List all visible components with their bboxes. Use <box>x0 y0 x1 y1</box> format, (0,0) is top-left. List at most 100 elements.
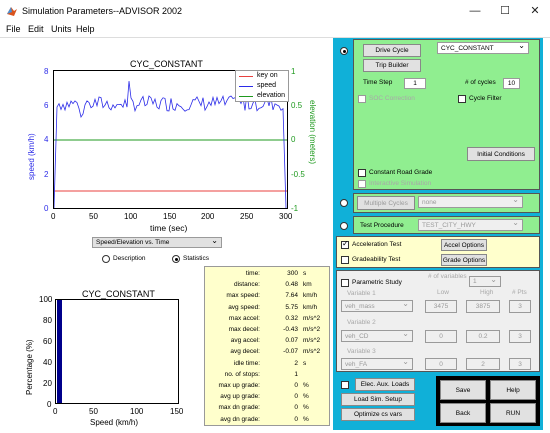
stat-value: 0 <box>294 404 298 412</box>
description-radio[interactable] <box>102 255 110 263</box>
ytick-right: -1 <box>291 204 299 213</box>
drive-cycle-select[interactable]: CYC_CONSTANT <box>437 41 529 54</box>
cycle-filter-checkbox[interactable] <box>458 95 466 103</box>
close-button[interactable]: ✕ <box>530 5 540 17</box>
back-button[interactable]: Back <box>440 403 486 423</box>
interactive-simulation-checkbox[interactable] <box>358 180 366 188</box>
tests-box <box>336 236 540 268</box>
xtick: 200 <box>201 212 215 221</box>
variable-2-low[interactable]: 0 <box>425 330 457 343</box>
accel-options-button[interactable]: Accel Options <box>441 239 487 251</box>
xtick: 150 <box>163 212 177 221</box>
acceleration-test-checkbox[interactable]: ✓ <box>341 239 349 249</box>
legend-elevation: elevation <box>257 92 286 99</box>
variable-3-low[interactable]: 0 <box>425 358 457 370</box>
speed-histogram <box>55 299 179 404</box>
load-sim-setup-button[interactable]: Load Sim. Setup <box>341 393 415 406</box>
stat-value: 0.48 <box>285 281 298 289</box>
ylabel-left: speed (km/h) <box>27 133 36 180</box>
num-cycles-label: # of cycles <box>465 79 496 86</box>
elec-aux-loads-checkbox[interactable] <box>341 381 349 389</box>
grade-options-button[interactable]: Grade Options <box>441 254 487 266</box>
multiple-cycles-button[interactable]: Multiple Cycles <box>357 196 415 210</box>
stat-unit: s <box>303 270 307 277</box>
gradeability-test-checkbox[interactable] <box>341 256 349 264</box>
menu-help[interactable]: Help <box>76 24 95 34</box>
stat-value: 0 <box>294 393 298 401</box>
ytick-right: 1 <box>291 67 296 76</box>
initial-conditions-button[interactable]: Initial Conditions <box>467 147 535 161</box>
num-cycles-input[interactable]: 10 <box>503 78 520 89</box>
elec-aux-loads-button[interactable]: Elec. Aux. Loads <box>355 378 415 391</box>
variable-2-select[interactable]: veh_CD <box>341 329 413 342</box>
num-variables-label: # of variables <box>428 273 467 280</box>
legend-elevation-swatch <box>239 96 253 97</box>
stat-value: 0.07 <box>285 337 298 345</box>
ytick-right: 0.5 <box>291 101 303 110</box>
interactive-simulation-label: Interactive Simulation <box>369 180 432 187</box>
drive-cycle-radio[interactable] <box>340 47 348 55</box>
optimize-cs-vars-button[interactable]: Optimize cs vars <box>341 408 415 421</box>
variable-3-high[interactable]: 2 <box>466 358 500 370</box>
save-button[interactable]: Save <box>440 380 486 400</box>
stat-label: max accel: <box>228 314 260 322</box>
stat-unit: s <box>303 359 307 367</box>
ytick-left: 8 <box>44 67 49 76</box>
divider <box>0 37 550 38</box>
variable-2-pts[interactable]: 3 <box>509 330 531 343</box>
maximize-button[interactable]: ☐ <box>500 5 510 17</box>
menu-units[interactable]: Units <box>51 24 72 34</box>
hist-title: CYC_CONSTANT <box>82 289 155 299</box>
num-variables-select[interactable]: 1 <box>469 275 501 287</box>
statistics-radio[interactable] <box>172 255 180 263</box>
stat-unit: km/h <box>303 303 318 311</box>
variable-2-label: Variable 2 <box>347 319 376 326</box>
stat-value: -0.07 <box>283 348 298 356</box>
stat-value: 1 <box>294 370 298 378</box>
hist-xlabel: Speed (km/h) <box>90 418 139 427</box>
stat-label: max decel: <box>228 326 260 333</box>
stat-unit: % <box>303 404 309 412</box>
stat-unit: km <box>303 281 312 289</box>
window-title: Simulation Parameters--ADVISOR 2002 <box>22 6 183 16</box>
help-button[interactable]: Help <box>490 380 536 400</box>
variable-1-low[interactable]: 3475 <box>425 300 457 313</box>
variable-3-pts[interactable]: 3 <box>509 358 531 370</box>
stat-label: avg speed: <box>228 303 260 311</box>
stat-value: 2 <box>294 359 298 367</box>
variable-1-high[interactable]: 3875 <box>466 300 500 313</box>
ytick-left: 4 <box>44 135 49 144</box>
acceleration-test-label: Acceleration Test <box>352 241 402 248</box>
time-step-input[interactable]: 1 <box>404 78 426 89</box>
test-procedure-radio[interactable] <box>340 222 348 230</box>
multiple-cycles-select[interactable]: none <box>418 195 523 208</box>
plot-type-select[interactable]: Speed/Elevation vs. Time <box>92 236 222 248</box>
variable-3-select[interactable]: veh_FA <box>341 357 413 370</box>
parametric-study-box <box>336 270 540 372</box>
xtick: 300 <box>279 212 293 221</box>
test-procedure-label: Test Procedure <box>360 222 404 229</box>
soc-correction-checkbox[interactable] <box>358 95 366 103</box>
multiple-cycles-radio[interactable] <box>340 199 348 207</box>
xtick: 50 <box>89 212 98 221</box>
variable-2-high[interactable]: 0.2 <box>466 330 500 343</box>
stat-value: 7.64 <box>285 292 298 300</box>
menu-file[interactable]: File <box>6 24 21 34</box>
minimize-button[interactable]: — <box>469 5 481 17</box>
run-button[interactable]: RUN <box>490 403 536 423</box>
variable-1-select[interactable]: veh_mass <box>341 299 413 312</box>
test-procedure-select[interactable]: TEST_CITY_HWY <box>418 218 523 231</box>
stat-unit: % <box>303 382 309 389</box>
ytick-right: 0 <box>291 135 296 144</box>
parametric-study-checkbox[interactable] <box>341 279 349 287</box>
stat-unit: m/s^2 <box>303 348 321 356</box>
drive-cycle-button[interactable]: Drive Cycle <box>363 44 421 57</box>
constant-road-grade-checkbox[interactable] <box>358 169 366 177</box>
xtick: 100 <box>124 212 138 221</box>
stat-label: avg dn grade: <box>220 415 260 423</box>
stat-label: max dn grade: <box>218 404 260 412</box>
trip-builder-button[interactable]: Trip Builder <box>363 59 421 72</box>
variable-1-pts[interactable]: 3 <box>509 300 531 313</box>
menu-edit[interactable]: Edit <box>28 24 44 34</box>
stat-label: max speed: <box>226 292 260 300</box>
